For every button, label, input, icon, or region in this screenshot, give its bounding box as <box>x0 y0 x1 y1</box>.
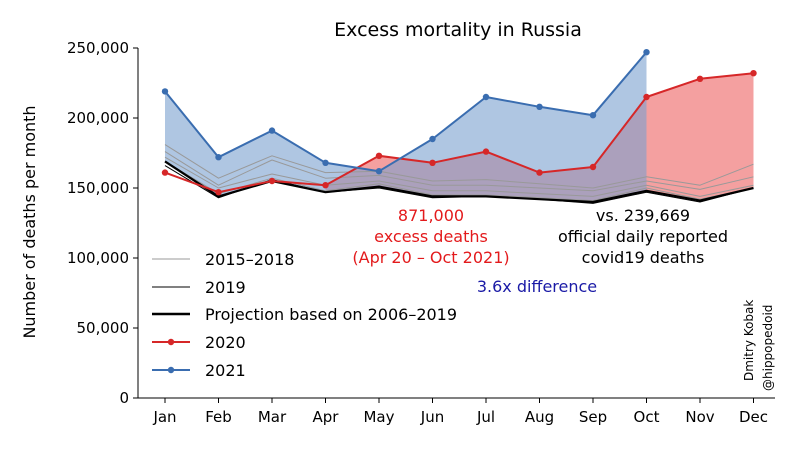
legend: 2015–2018 2019 Projection based on 2006–… <box>152 250 457 380</box>
y-tick-label: 50,000 <box>77 319 130 337</box>
series-line-thin-gray-3 <box>164 160 754 202</box>
excess-deaths-number: 871,000 <box>398 206 464 225</box>
x-tick-label: Mar <box>258 408 287 426</box>
point-red-mar <box>268 177 276 185</box>
excess-deaths-period: (Apr 20 – Oct 2021) <box>352 248 509 267</box>
point-red-jul <box>482 148 490 155</box>
y-axis-label: Number of deaths per month <box>20 105 39 338</box>
legend-label-2021: 2021 <box>205 361 246 380</box>
point-blue-jan <box>161 88 169 95</box>
y-tick-label: 200,000 <box>67 109 129 127</box>
point-blue-jul <box>482 93 490 101</box>
x-tick-label: Dec <box>739 408 768 426</box>
legend-marker-2020 <box>167 338 175 346</box>
point-red-nov <box>696 75 704 83</box>
x-tick-label: Apr <box>313 408 340 426</box>
point-blue-oct <box>643 49 650 56</box>
x-tick-label: May <box>363 408 394 426</box>
point-red-dec <box>750 70 757 77</box>
legend-label-2015-2018: 2015–2018 <box>205 250 294 269</box>
series-line-thin-gray-1 <box>164 151 754 192</box>
official-deaths-label: official daily reported <box>558 227 728 246</box>
x-tick-label: Jan <box>152 408 176 426</box>
point-red-feb <box>215 189 222 196</box>
legend-label-projection: Projection based on 2006–2019 <box>205 305 457 324</box>
point-blue-aug <box>536 103 543 111</box>
x-tick-label: Feb <box>205 408 232 426</box>
x-tick-label: Jun <box>420 408 444 426</box>
x-tick-label: Oct <box>634 408 660 426</box>
point-red-jun <box>429 159 436 166</box>
point-red-aug <box>536 169 543 176</box>
series-line-blue-7 <box>164 51 648 173</box>
legend-label-2019: 2019 <box>205 278 246 297</box>
author-credit: Dmitry Kobak <box>742 300 756 381</box>
series-lines <box>161 49 757 204</box>
series-line-red-6 <box>164 72 754 194</box>
excess-deaths-label: excess deaths <box>374 227 488 246</box>
x-tick-label: Aug <box>525 408 554 426</box>
chart-title: Excess mortality in Russia <box>334 19 582 41</box>
legend-marker-2021 <box>167 366 175 374</box>
y-tick-label: 0 <box>119 389 129 407</box>
point-blue-jun <box>429 135 436 143</box>
author-handle: @hippopedoid <box>761 305 775 391</box>
point-blue-mar <box>268 127 276 134</box>
excess-2021-area <box>165 52 647 203</box>
point-red-oct <box>643 93 650 101</box>
point-blue-may <box>375 168 383 175</box>
x-tick-label: Sep <box>579 408 607 426</box>
official-deaths-caption: covid19 deaths <box>582 248 705 267</box>
series-line-thin-gray-2 <box>164 156 754 197</box>
y-tick-label: 150,000 <box>67 179 129 197</box>
series-line-thin-gray-0 <box>164 144 754 189</box>
y-tick-label: 250,000 <box>67 39 129 57</box>
point-red-may <box>375 152 383 159</box>
axes: 0 50,000 100,000 150,000 200,000 250,000 Jan Fe… <box>67 39 775 426</box>
official-deaths-number: vs. 239,669 <box>596 206 690 225</box>
annotations: 871,000 excess deaths (Apr 20 – Oct 2021… <box>352 206 728 296</box>
point-red-sep <box>589 163 597 171</box>
difference-annotation: 3.6x difference <box>477 277 597 296</box>
legend-label-2020: 2020 <box>205 333 246 352</box>
point-blue-sep <box>589 112 597 119</box>
point-blue-apr <box>322 159 329 166</box>
point-blue-feb <box>215 154 222 161</box>
y-tick-label: 100,000 <box>67 249 129 267</box>
x-tick-label: Jul <box>476 408 495 426</box>
point-red-jan <box>161 169 169 176</box>
point-red-apr <box>322 182 329 189</box>
x-tick-label: Nov <box>685 408 714 426</box>
